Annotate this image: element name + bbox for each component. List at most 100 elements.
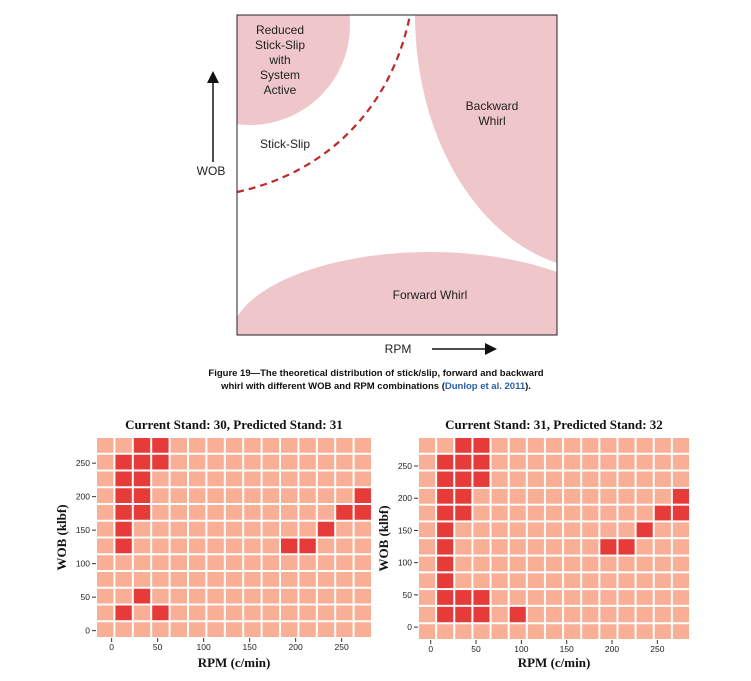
heat-cell [189, 521, 206, 537]
heat-cell [672, 606, 689, 623]
heat-cell [336, 555, 353, 570]
heat-cell [115, 471, 132, 487]
heat-cell [600, 624, 617, 639]
heat-cell [115, 488, 132, 503]
heat-cell [527, 606, 544, 623]
heat-cell [299, 471, 316, 487]
heat-cell [545, 590, 563, 605]
heat-cell [545, 573, 563, 589]
heat-cell [564, 488, 581, 504]
heat-cell [244, 605, 261, 621]
heat-cell [133, 538, 151, 554]
heat-cell [262, 454, 279, 470]
heat-cell [455, 471, 472, 487]
heat-cell [491, 590, 508, 605]
heat-cell [473, 606, 490, 623]
heat-cell [152, 488, 169, 503]
heat-cell [564, 522, 581, 538]
heat-cell [419, 522, 436, 538]
region-label: System [260, 68, 300, 82]
heat-cell [527, 505, 544, 521]
heat-cell [455, 438, 472, 453]
heat-cell [582, 556, 599, 572]
heat-cell [97, 471, 114, 487]
heat-cell [437, 624, 454, 639]
heat-cell [170, 622, 187, 637]
heat-cell [564, 505, 581, 521]
heat-cell [654, 438, 671, 453]
heat-cell [189, 538, 206, 554]
heat-cell [636, 454, 653, 470]
heat-cell [97, 505, 114, 520]
heat-cell [618, 624, 635, 639]
heat-cell [170, 471, 187, 487]
heat-cell [281, 605, 298, 621]
heat-cell [225, 605, 243, 621]
heat-cell [455, 590, 472, 605]
heat-cell [97, 572, 114, 587]
heat-cell [527, 624, 544, 639]
heat-cell [600, 556, 617, 572]
y-tick-label: 200 [398, 493, 412, 503]
heat-cell [262, 605, 279, 621]
heat-cell [281, 488, 298, 503]
heat-cell [564, 539, 581, 555]
heat-cell [317, 438, 335, 453]
chart-title: Current Stand: 31, Predicted Stand: 32 [445, 417, 663, 432]
heat-cell [419, 505, 436, 521]
y-tick-label: 150 [76, 525, 90, 535]
heat-cell [455, 454, 472, 470]
heat-cell [336, 438, 353, 453]
heat-cell [281, 555, 298, 570]
heat-cell [317, 622, 335, 637]
heat-cell [281, 538, 298, 554]
heat-cell [152, 588, 169, 604]
heat-cell [473, 573, 490, 589]
heat-cell [672, 488, 689, 504]
heat-cell [527, 471, 544, 487]
heat-cell [672, 590, 689, 605]
heat-cell [419, 488, 436, 504]
heat-cell [636, 573, 653, 589]
heat-cell [509, 590, 526, 605]
heat-cell [564, 624, 581, 639]
heat-cell [509, 624, 526, 639]
heat-cell [336, 505, 353, 520]
heat-cell [600, 539, 617, 555]
heat-cell [582, 522, 599, 538]
heat-cell [618, 438, 635, 453]
heat-cell [189, 588, 206, 604]
x-tick-label: 250 [335, 642, 349, 652]
heat-cell [654, 590, 671, 605]
y-tick-label: 0 [407, 622, 412, 632]
heat-cell [564, 606, 581, 623]
heat-cell [419, 624, 436, 639]
heat-cell [170, 605, 187, 621]
heat-cell [564, 454, 581, 470]
heat-cell [419, 556, 436, 572]
reduced-region [237, 15, 350, 125]
heat-cell [244, 555, 261, 570]
heat-cell [152, 471, 169, 487]
heatmap: 0 50 100 150 200 250 0 50 100 150 200 250 Current St… [54, 417, 372, 670]
heat-cell [419, 438, 436, 453]
chart-title: Current Stand: 30, Predicted Stand: 31 [125, 417, 343, 432]
heat-cell [244, 622, 261, 637]
heat-cell [170, 454, 187, 470]
heat-cell [207, 488, 224, 503]
heat-cell [281, 471, 298, 487]
heat-cell [152, 538, 169, 554]
heat-cell [600, 573, 617, 589]
heat-cell [189, 622, 206, 637]
y-tick-label: 0 [85, 626, 90, 636]
y-tick-label: 50 [403, 590, 413, 600]
region-label: Forward Whirl [393, 288, 468, 302]
heat-cell [600, 454, 617, 470]
backward-region [415, 15, 557, 263]
caption: whirl with different WOB and RPM combina… [220, 381, 531, 392]
forward-region [237, 252, 557, 335]
heat-cell [189, 488, 206, 503]
heat-cell [262, 505, 279, 520]
citation-link[interactable]: Dunlop et al. 2011 [445, 381, 526, 392]
heat-cell [244, 505, 261, 520]
